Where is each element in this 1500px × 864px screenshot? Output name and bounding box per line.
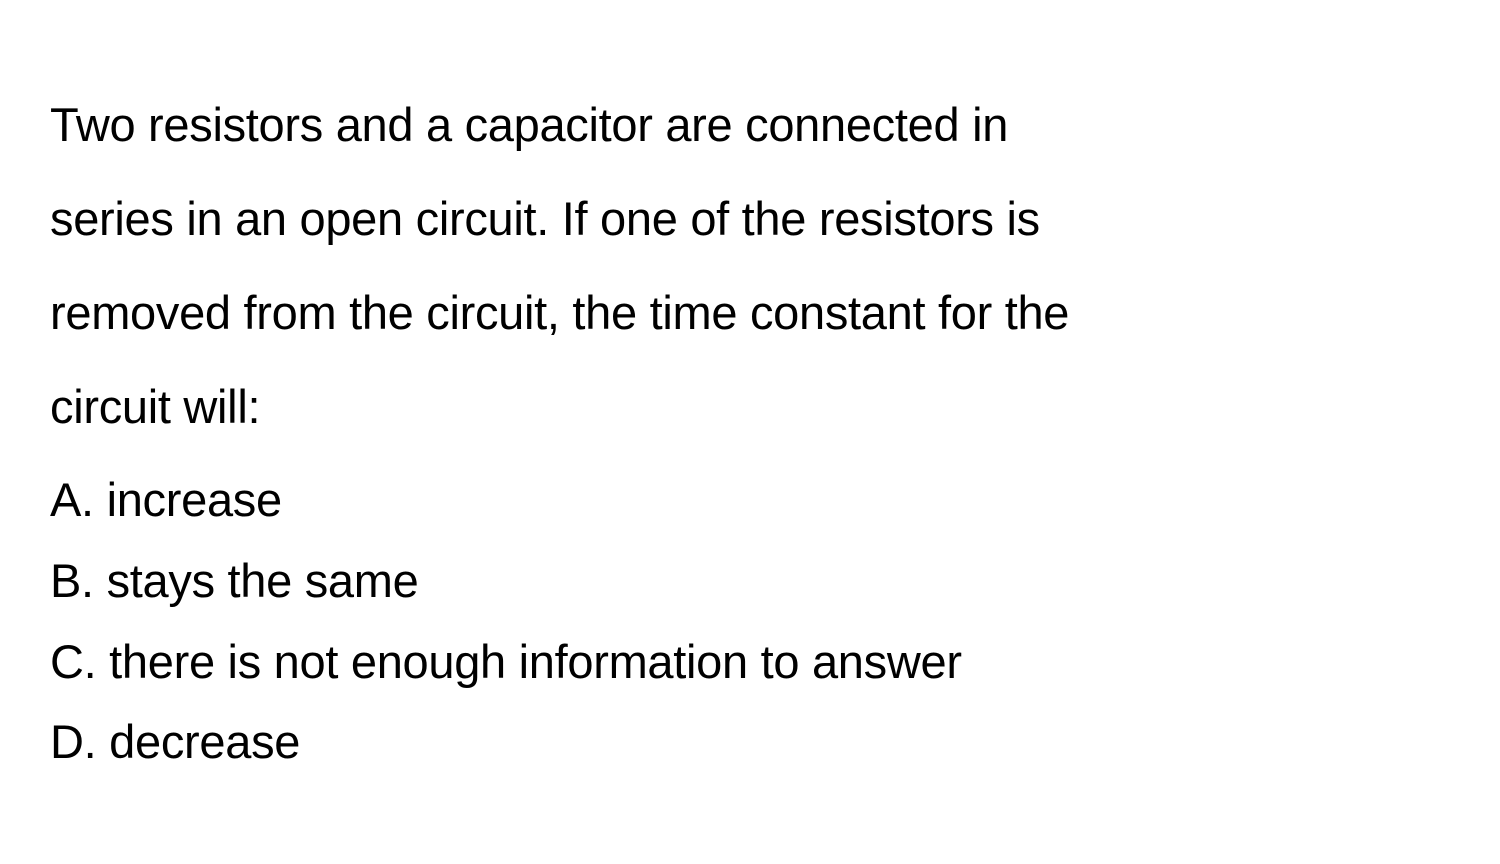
options-list: A. increase B. stays the same C. there i… (50, 460, 1450, 783)
option-label: D. (50, 715, 96, 768)
option-text: decrease (109, 715, 300, 768)
page-container: Two resistors and a capacitor are connec… (0, 0, 1500, 864)
option-label: A. (50, 473, 94, 526)
option-text: increase (107, 473, 282, 526)
stem-line: series in an open circuit. If one of the… (50, 172, 1450, 266)
option-b: B. stays the same (50, 541, 1450, 622)
option-d: D. decrease (50, 702, 1450, 783)
stem-line: removed from the circuit, the time const… (50, 266, 1450, 360)
option-label: C. (50, 635, 96, 688)
stem-line: circuit will: (50, 360, 1450, 454)
question-stem: Two resistors and a capacitor are connec… (50, 78, 1450, 454)
option-text: there is not enough information to answe… (109, 635, 962, 688)
option-a: A. increase (50, 460, 1450, 541)
option-c: C. there is not enough information to an… (50, 622, 1450, 703)
option-text: stays the same (107, 554, 419, 607)
option-label: B. (50, 554, 94, 607)
stem-line: Two resistors and a capacitor are connec… (50, 78, 1450, 172)
